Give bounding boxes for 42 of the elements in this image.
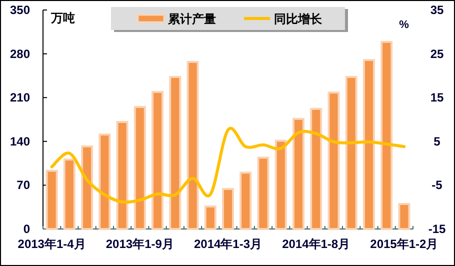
- y-tick-label: 140: [10, 134, 30, 148]
- bar: [186, 60, 199, 230]
- y-tick-label: 350: [10, 3, 30, 17]
- y-tick-label: 280: [10, 46, 30, 61]
- bar: [345, 76, 358, 230]
- bar: [116, 121, 128, 230]
- bar: [274, 140, 287, 230]
- legend-label: 累计产量: [167, 12, 216, 26]
- bar: [240, 172, 252, 230]
- y-tick-label: 210: [10, 90, 30, 105]
- y-axis-title: 万吨: [50, 11, 75, 25]
- x-tick-label: 2013年1-4月: [18, 237, 86, 251]
- bar: [292, 118, 304, 230]
- bar: [257, 156, 270, 230]
- y-tick-label: 70: [16, 178, 30, 192]
- bar: [328, 92, 340, 230]
- bar: [222, 188, 234, 230]
- bar: [134, 106, 146, 230]
- bar: [204, 205, 216, 230]
- x-tick-label: 2014年1-8月: [282, 237, 350, 251]
- y2-axis-title: %: [399, 19, 410, 31]
- bar: [81, 145, 94, 230]
- bar: [362, 59, 375, 230]
- bar: [380, 40, 393, 230]
- y2-tick-label: 35: [430, 3, 444, 17]
- bar: [98, 134, 111, 230]
- bar: [169, 76, 182, 230]
- bar: [152, 90, 164, 230]
- legend-label: 同比增长: [274, 12, 323, 26]
- bar: [310, 108, 322, 230]
- y-tick-label: 0: [23, 222, 30, 236]
- x-tick-label: 2014年1-3月: [194, 237, 262, 251]
- y2-tick-label: -15: [428, 222, 446, 236]
- y2-tick-label: 25: [430, 46, 444, 61]
- bar: [398, 202, 410, 230]
- x-tick-label: 2015年1-2月: [370, 237, 438, 251]
- y2-tick-label: -5: [432, 178, 443, 192]
- bar: [63, 158, 76, 230]
- y2-tick-label: 5: [434, 134, 441, 148]
- bar: [46, 170, 58, 230]
- x-tick-label: 2013年1-9月: [106, 237, 174, 251]
- y2-tick-label: 15: [430, 90, 444, 105]
